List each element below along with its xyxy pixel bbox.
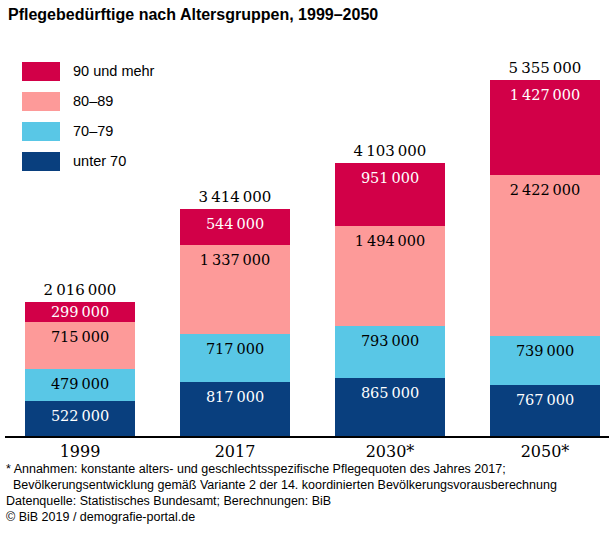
segment-value-label: 739 000 xyxy=(490,336,600,359)
footnote-assumptions-line1: * Annahmen: konstante alters- und geschl… xyxy=(6,461,557,477)
chart-frame: Pflegebedürftige nach Altersgruppen, 199… xyxy=(0,0,614,538)
x-axis-label-2050: 2050* xyxy=(490,442,600,461)
bar-segment-1999-70-79: 479 000 xyxy=(25,369,135,401)
bar-segment-2050-unter-70: 767 000 xyxy=(490,385,600,436)
bar-segment-2050-90-und-mehr: 1 427 000 xyxy=(490,80,600,175)
bar-segment-2017-70-79: 717 000 xyxy=(180,334,290,382)
segment-value-label: 522 000 xyxy=(25,401,135,424)
segment-value-label: 544 000 xyxy=(180,209,290,232)
footnote-copyright: © BiB 2019 / demografie-portal.de xyxy=(6,509,557,525)
bar-segment-2030-unter-70: 865 000 xyxy=(335,378,445,436)
bar-segment-2017-unter-70: 817 000 xyxy=(180,382,290,436)
footnote-assumptions-line2: Bevölkerungsentwicklung gemäß Variante 2… xyxy=(6,477,557,493)
segment-value-label: 479 000 xyxy=(25,369,135,392)
x-axis-label-2017: 2017 xyxy=(180,442,290,461)
bar-total-label-1999: 2 016 000 xyxy=(25,281,135,299)
footnote-datasource: Datenquelle: Statistisches Bundesamt; Be… xyxy=(6,493,557,509)
segment-value-label: 865 000 xyxy=(335,378,445,401)
bar-segment-2050-80-89: 2 422 000 xyxy=(490,175,600,336)
bar-total-label-2017: 3 414 000 xyxy=(180,188,290,206)
segment-value-label: 793 000 xyxy=(335,326,445,349)
segment-value-label: 951 000 xyxy=(335,163,445,186)
bar-segment-2017-80-89: 1 337 000 xyxy=(180,245,290,334)
segment-value-label: 1 427 000 xyxy=(490,80,600,103)
bar-segment-2030-70-79: 793 000 xyxy=(335,326,445,379)
x-axis-label-2030: 2030* xyxy=(335,442,445,461)
plot-area: 522 000 479 000 715 000 299 000 2 016 000 199… xyxy=(0,0,614,538)
segment-value-label: 767 000 xyxy=(490,385,600,408)
bar-segment-2017-90-und-mehr: 544 000 xyxy=(180,209,290,245)
bar-segment-1999-unter-70: 522 000 xyxy=(25,401,135,436)
segment-value-label: 1 494 000 xyxy=(335,226,445,249)
segment-value-label: 715 000 xyxy=(25,322,135,345)
segment-value-label: 817 000 xyxy=(180,382,290,405)
segment-value-label: 2 422 000 xyxy=(490,175,600,198)
bar-segment-2030-80-89: 1 494 000 xyxy=(335,226,445,325)
segment-value-label: 717 000 xyxy=(180,334,290,357)
bar-total-label-2050: 5 355 000 xyxy=(490,59,600,77)
bar-total-label-2030: 4 103 000 xyxy=(335,142,445,160)
bar-segment-1999-90-und-mehr: 299 000 xyxy=(25,302,135,322)
bar-segment-2030-90-und-mehr: 951 000 xyxy=(335,163,445,226)
segment-value-label: 299 000 xyxy=(25,302,135,320)
bar-segment-1999-80-89: 715 000 xyxy=(25,322,135,370)
x-axis-label-1999: 1999 xyxy=(25,442,135,461)
x-axis-line xyxy=(5,436,609,438)
footnotes: * Annahmen: konstante alters- und geschl… xyxy=(6,461,557,525)
segment-value-label: 1 337 000 xyxy=(180,245,290,268)
bar-segment-2050-70-79: 739 000 xyxy=(490,336,600,385)
